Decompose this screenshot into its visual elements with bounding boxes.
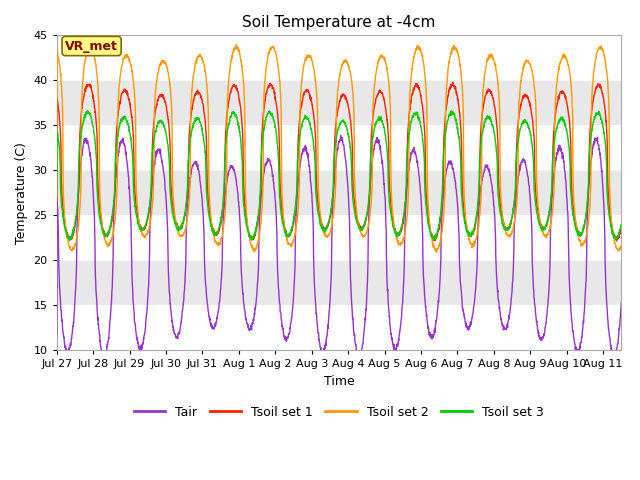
Bar <box>57 80 621 125</box>
Bar <box>57 170 621 216</box>
Legend: Tair, Tsoil set 1, Tsoil set 2, Tsoil set 3: Tair, Tsoil set 1, Tsoil set 2, Tsoil se… <box>129 401 549 424</box>
Bar <box>57 125 621 170</box>
Y-axis label: Temperature (C): Temperature (C) <box>15 142 28 244</box>
Bar <box>57 216 621 260</box>
Text: VR_met: VR_met <box>65 39 118 52</box>
Title: Soil Temperature at -4cm: Soil Temperature at -4cm <box>243 15 436 30</box>
Bar <box>57 260 621 305</box>
Bar <box>57 305 621 350</box>
X-axis label: Time: Time <box>324 375 355 388</box>
Bar <box>57 36 621 80</box>
